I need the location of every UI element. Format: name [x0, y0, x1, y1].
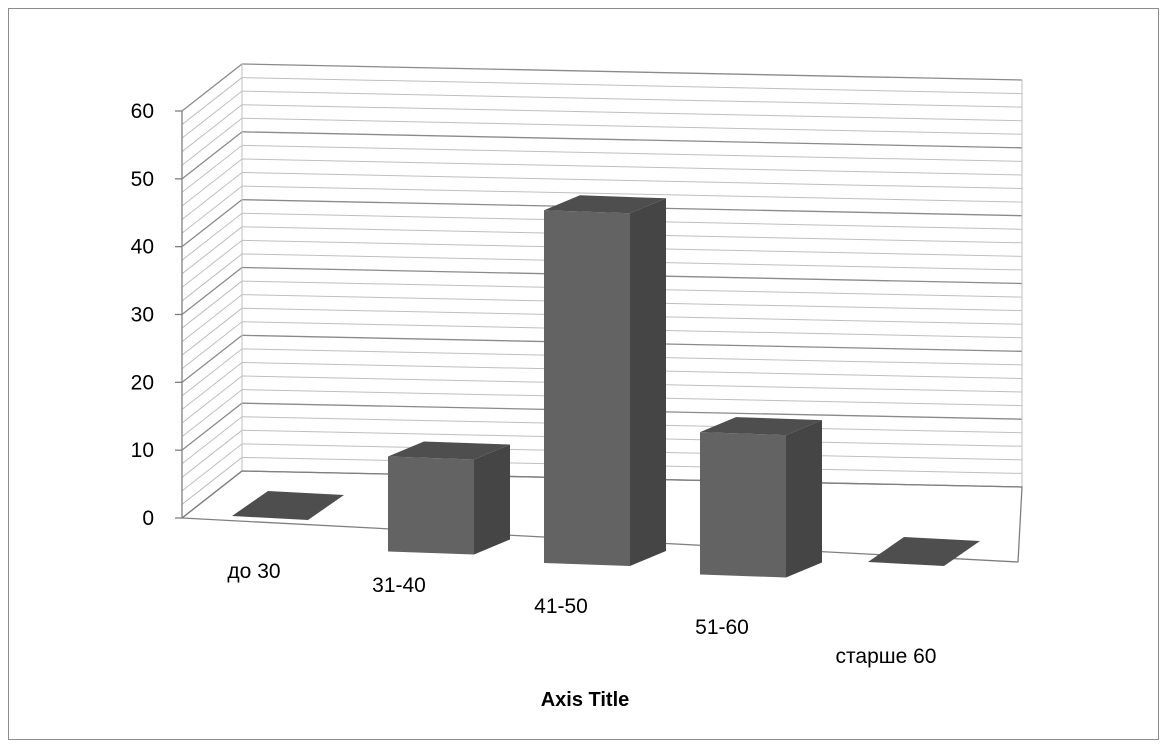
- y-tick-label: 50: [131, 168, 154, 191]
- y-tick-label: 60: [131, 100, 154, 123]
- side-gridline: [181, 457, 243, 505]
- x-tick-label: старше 60: [836, 645, 937, 668]
- y-tick-label: 40: [131, 236, 154, 259]
- back-gridline: [241, 172, 1023, 190]
- y-tick-label: 0: [142, 507, 154, 530]
- side-gridline: [181, 239, 243, 288]
- side-gridline-major: [181, 63, 243, 112]
- back-gridline: [241, 117, 1023, 135]
- side-gridline: [181, 443, 243, 492]
- side-gridline: [181, 416, 243, 465]
- side-gridline-major: [181, 334, 243, 383]
- labels: 0 10 20 30 40 50 60 до 30 31-40 41-50 51-60 старше …: [131, 100, 937, 668]
- side-gridline: [181, 226, 243, 275]
- side-gridline-major: [181, 199, 243, 248]
- x-tick-label: до 30: [227, 560, 280, 583]
- back-gridline: [241, 104, 1023, 122]
- back-gridline-major: [241, 131, 1023, 149]
- side-gridline: [181, 429, 243, 478]
- bar-top: [388, 441, 510, 460]
- bar-front: [388, 456, 474, 555]
- y-tick-label: 20: [131, 371, 154, 394]
- bar-side: [474, 444, 510, 555]
- bar-flat: [868, 537, 980, 566]
- x-tick-label: 31-40: [372, 574, 426, 597]
- side-gridline: [181, 253, 243, 302]
- back-gridline: [241, 77, 1023, 95]
- x-axis-title: Axis Title: [541, 689, 630, 711]
- side-gridline: [181, 362, 243, 410]
- bar-top: [544, 195, 666, 214]
- bar-flat: [232, 491, 344, 520]
- side-gridline: [181, 145, 243, 193]
- bar-side: [630, 198, 666, 567]
- side-gridline-major: [181, 131, 243, 180]
- side-gridline: [181, 172, 243, 220]
- back-gridline: [241, 90, 1023, 108]
- side-gridline: [181, 348, 243, 397]
- side-gridline: [181, 158, 243, 207]
- side-gridline: [181, 280, 243, 329]
- side-gridline: [181, 389, 243, 437]
- back-gridline: [241, 144, 1023, 162]
- bar-top: [700, 417, 822, 436]
- y-tick-label: 30: [131, 304, 154, 327]
- back-gridline-major: [241, 63, 1023, 81]
- side-gridline: [181, 321, 243, 370]
- bar-side: [786, 420, 822, 578]
- bar-front: [700, 432, 786, 578]
- y-tick-label: 10: [131, 439, 154, 462]
- side-gridline: [181, 117, 243, 166]
- bar-front: [544, 210, 630, 567]
- back-gridline: [241, 185, 1023, 203]
- side-gridline: [181, 104, 243, 153]
- side-gridline: [181, 185, 243, 234]
- side-gridline-major: [181, 402, 243, 451]
- side-gridline: [181, 294, 243, 343]
- side-gridline-major: [181, 266, 243, 316]
- side-gridline: [181, 77, 243, 125]
- side-gridline: [181, 307, 243, 356]
- side-gridline: [181, 212, 243, 261]
- bars: [232, 195, 980, 578]
- back-gridline: [241, 158, 1023, 176]
- side-gridline: [181, 375, 243, 424]
- x-tick-label: 51-60: [695, 616, 749, 639]
- side-gridline: [181, 90, 243, 139]
- x-tick-label: 41-50: [534, 595, 588, 618]
